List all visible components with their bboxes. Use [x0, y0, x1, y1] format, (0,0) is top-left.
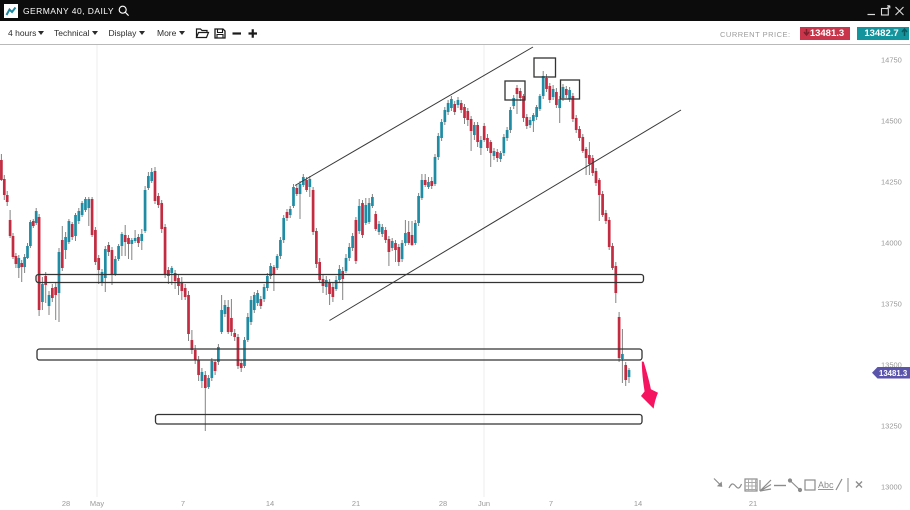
svg-text:13481.3: 13481.3 [879, 369, 908, 378]
svg-text:21: 21 [749, 499, 757, 508]
svg-text:14750: 14750 [881, 56, 902, 65]
svg-text:Jun: Jun [478, 499, 490, 508]
svg-text:13750: 13750 [881, 300, 902, 309]
svg-text:28: 28 [439, 499, 447, 508]
svg-text:13500: 13500 [881, 361, 902, 370]
svg-text:21: 21 [352, 499, 360, 508]
svg-text:14: 14 [266, 499, 274, 508]
svg-text:13250: 13250 [881, 422, 902, 431]
svg-text:May: May [90, 499, 104, 508]
svg-text:14: 14 [634, 499, 642, 508]
svg-text:13000: 13000 [881, 483, 902, 492]
svg-text:14000: 14000 [881, 239, 902, 248]
svg-text:Abc: Abc [818, 480, 834, 490]
svg-text:14500: 14500 [881, 117, 902, 126]
svg-text:7: 7 [549, 499, 553, 508]
svg-text:14250: 14250 [881, 178, 902, 187]
svg-text:28: 28 [62, 499, 70, 508]
svg-text:7: 7 [181, 499, 185, 508]
